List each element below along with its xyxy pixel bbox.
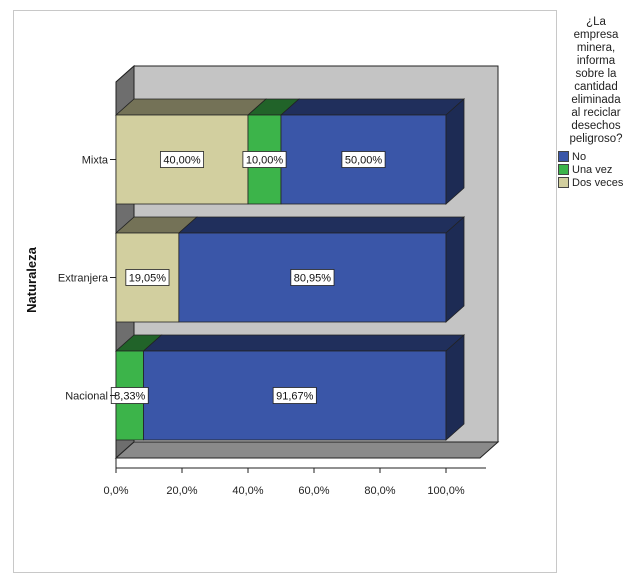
legend-label: Dos veces	[572, 176, 624, 189]
legend-item-una-vez: Una vez	[558, 163, 634, 176]
data-label: 19,05%	[125, 269, 170, 286]
legend-title-line: desechos	[571, 120, 621, 132]
data-label: 8,33%	[110, 387, 149, 404]
data-label: 10,00%	[242, 151, 287, 168]
data-label-box	[290, 269, 335, 286]
data-label: 91,67%	[272, 387, 317, 404]
x-tick-label: 60,0%	[298, 485, 329, 497]
y-tick-label: Extranjera	[58, 273, 109, 285]
legend-items: No Una vez Dos veces	[558, 150, 634, 189]
x-tick-label: 40,0%	[232, 485, 263, 497]
data-label-text: 19,05%	[129, 273, 167, 285]
y-tick-label: Mixta	[82, 155, 109, 167]
legend-title-line: minera,	[576, 42, 616, 54]
legend-title-line: eliminada	[571, 94, 621, 106]
floor	[114, 441, 500, 459]
data-label-text: 91,67%	[276, 391, 314, 403]
legend: ¿La empresa minera, informa sobre la cantidad…	[558, 16, 634, 189]
data-label-text: 80,95%	[294, 273, 332, 285]
legend-title-line: al reciclar	[571, 107, 621, 119]
bars-group: 40,00% 10,00% 50,00% 19,05% 80,95% 8,33% 91,67…	[110, 98, 466, 441]
data-label-box	[242, 151, 287, 168]
data-label-box	[159, 151, 204, 168]
bar-side-nacional	[445, 334, 465, 441]
x-tick-label: 80,0%	[364, 485, 395, 497]
legend-title-line: ¿La	[586, 16, 606, 28]
legend-title-line: peligroso?	[569, 133, 623, 145]
bar-top-no	[142, 334, 466, 352]
data-label-text: 8,33%	[114, 391, 145, 403]
data-label-text: 10,00%	[246, 155, 284, 167]
data-label-box	[341, 151, 386, 168]
bar-side-extranjera	[445, 216, 465, 323]
legend-label: No	[572, 150, 587, 163]
x-tick-label: 0,0%	[103, 485, 128, 497]
data-label: 80,95%	[290, 269, 335, 286]
y-axis-title: Naturaleza	[24, 246, 39, 313]
legend-title-line: empresa	[573, 29, 619, 41]
bar-top-dos-veces	[114, 98, 268, 116]
bar-side-mixta	[445, 98, 465, 205]
legend-swatch	[558, 177, 569, 188]
x-tick-label: 20,0%	[166, 485, 197, 497]
legend-swatch	[558, 164, 569, 175]
legend-item-dos-veces: Dos veces	[558, 176, 634, 189]
legend-title-line: cantidad	[574, 81, 618, 93]
data-label: 40,00%	[159, 151, 204, 168]
y-tick-label: Nacional	[65, 391, 108, 403]
data-label: 50,00%	[341, 151, 386, 168]
chart-frame	[13, 10, 557, 573]
data-label-box	[125, 269, 170, 286]
bar-top-no	[177, 216, 466, 234]
bar-top-no	[279, 98, 466, 116]
data-label-text: 50,00%	[345, 155, 383, 167]
data-label-text: 40,00%	[163, 155, 201, 167]
x-tick-label: 100,0%	[427, 485, 465, 497]
legend-title: ¿La empresa minera, informa sobre la cantidad…	[559, 16, 633, 146]
legend-label: Una vez	[572, 163, 613, 176]
legend-title-line: sobre la	[575, 68, 617, 80]
legend-item-no: No	[558, 150, 634, 163]
legend-title-line: informa	[576, 55, 616, 67]
data-label-box	[272, 387, 317, 404]
legend-swatch	[558, 151, 569, 162]
